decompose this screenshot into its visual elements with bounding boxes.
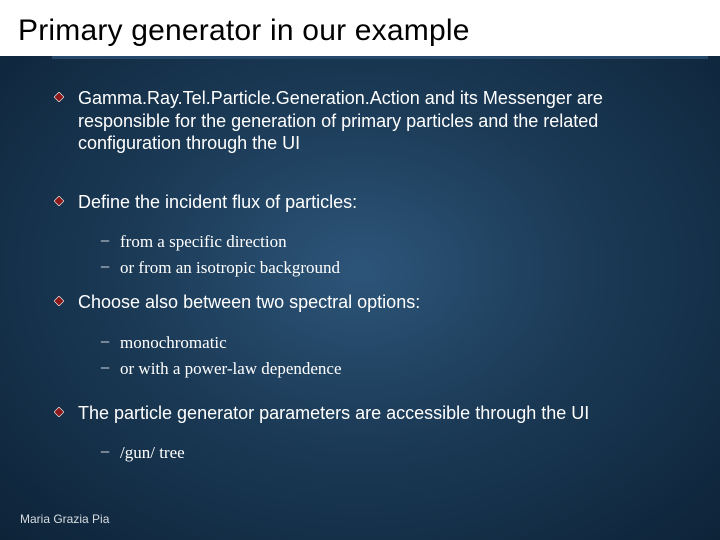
bullet-item: The particle generator parameters are ac… (54, 402, 680, 425)
footer-author: Maria Grazia Pia (20, 512, 109, 526)
sub-bullet-item: – from a specific direction (100, 231, 680, 253)
bullet-item: Define the incident flux of particles: (54, 191, 680, 214)
slide-body: Gamma.Ray.Tel.Particle.Generation.Action… (0, 59, 720, 464)
bullet-text: Gamma.Ray.Tel.Particle.Generation.Action… (78, 87, 680, 155)
bullet-text: Choose also between two spectral options… (78, 291, 420, 314)
sub-bullet-item: – /gun/ tree (100, 442, 680, 464)
sub-bullet-text: /gun/ tree (120, 442, 185, 464)
bullet-text: Define the incident flux of particles: (78, 191, 357, 214)
bullet-text: The particle generator parameters are ac… (78, 402, 589, 425)
diamond-icon (54, 196, 64, 206)
sub-bullet-text: or with a power-law dependence (120, 358, 342, 380)
bullet-item: Choose also between two spectral options… (54, 291, 680, 314)
dash-icon: – (100, 231, 110, 251)
dash-icon: – (100, 442, 110, 462)
diamond-icon (54, 296, 64, 306)
slide-title: Primary generator in our example (18, 14, 720, 48)
diamond-icon (54, 407, 64, 417)
dash-icon: – (100, 257, 110, 277)
diamond-icon (54, 92, 64, 102)
dash-icon: – (100, 332, 110, 352)
title-bar: Primary generator in our example (0, 0, 720, 56)
sub-bullet-text: monochromatic (120, 332, 227, 354)
bullet-item: Gamma.Ray.Tel.Particle.Generation.Action… (54, 87, 680, 155)
sub-bullet-text: from a specific direction (120, 231, 287, 253)
sub-bullet-item: – monochromatic (100, 332, 680, 354)
sub-bullet-item: – or from an isotropic background (100, 257, 680, 279)
sub-bullet-text: or from an isotropic background (120, 257, 340, 279)
dash-icon: – (100, 358, 110, 378)
sub-bullet-item: – or with a power-law dependence (100, 358, 680, 380)
